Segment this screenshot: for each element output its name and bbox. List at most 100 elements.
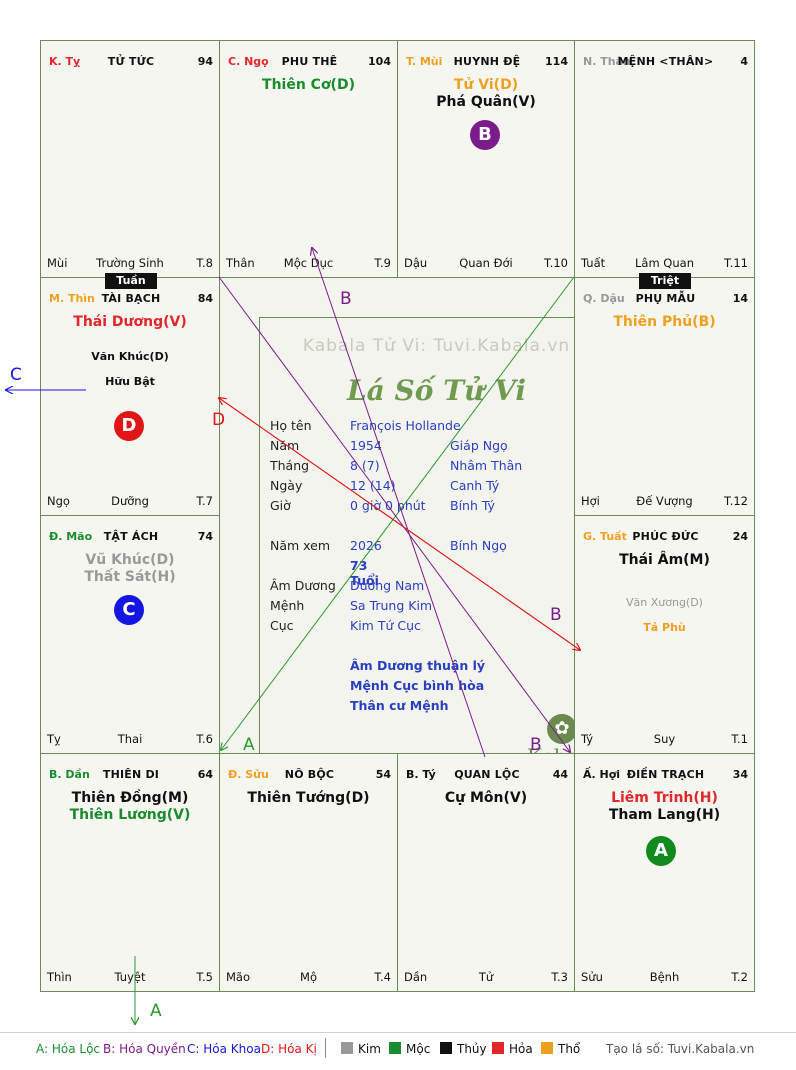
palace-stars: Vũ Khúc(D) Thất Sát(H)	[41, 552, 219, 586]
palace-number: 104	[368, 55, 391, 68]
major-star: Thái Âm(M)	[619, 552, 710, 568]
palace-state: Lâm Quan	[635, 256, 694, 270]
palace-number: 94	[197, 55, 213, 68]
palace-t: T.3	[551, 970, 568, 984]
info-value-2: Nhâm Thân	[450, 458, 523, 473]
palace-t: T.8	[196, 256, 213, 270]
palace-header: Đ. Mão TẬT ÁCH 74	[49, 530, 213, 546]
info-label: Mệnh	[270, 598, 305, 613]
info-label: Họ tên	[270, 418, 312, 433]
palace-dan: B. Dần THIÊN DI 64 Thiên Đồng(M) Thiên Lương…	[40, 753, 220, 992]
palace-footer: Thân Mộc Dục T.9	[226, 256, 391, 271]
badge-hoa-loc: A	[646, 836, 676, 866]
minor-star: Tả Phù	[643, 621, 686, 634]
palace-name: PHU THÊ	[281, 55, 338, 68]
palace-header: Ấ. Hợi ĐIỀN TRẠCH 34	[583, 768, 748, 784]
palace-state: Mộc Dục	[283, 256, 334, 270]
palace-can: G. Tuất	[583, 530, 627, 543]
palace-dau: Q. Dậu PHỤ MẪU 14 Thiên Phủ(B) Hợi Đế Vượng T.…	[574, 277, 755, 516]
palace-can: N. Thân	[583, 55, 631, 68]
palace-header: Đ. Sửu NÔ BỘC 54	[228, 768, 391, 784]
palace-number: 34	[732, 768, 748, 781]
info-label: Năm xem	[270, 538, 331, 553]
palace-footer: Tuất Lâm Quan T.11	[581, 256, 748, 271]
legend-hoa-loc: A: Hóa Lộc	[36, 1042, 101, 1056]
info-label: Giờ	[270, 498, 291, 513]
palace-t: T.4	[374, 970, 391, 984]
info-row-nam-xem: Năm xem 2026 Bính Ngọ	[270, 538, 600, 556]
palace-tuat: G. Tuất PHÚC ĐỨC 24 Thái Âm(M) Văn Xương(D) T…	[574, 515, 755, 754]
palace-t: T.1	[731, 732, 748, 746]
palace-stars: Thiên Đồng(M) Thiên Lương(V)	[41, 790, 219, 824]
palace-header: G. Tuất PHÚC ĐỨC 24	[583, 530, 748, 546]
palace-footer: Sửu Bệnh T.2	[581, 970, 748, 985]
palace-header: C. Ngọ PHU THÊ 104	[228, 55, 391, 71]
palace-number: 44	[552, 768, 568, 781]
palace-stars: Thiên Cơ(D)	[220, 77, 397, 94]
palace-name: PHỤ MẪU	[635, 292, 696, 305]
info-label: Âm Dương	[270, 578, 336, 593]
minor-star: Văn Khúc(D)	[91, 350, 169, 363]
palace-state: Trường Sinh	[96, 256, 164, 270]
info-label: Ngày	[270, 478, 303, 493]
palace-name: TÀI BẠCH	[101, 292, 161, 305]
triet-tag: Triệt	[639, 273, 691, 289]
palace-header: T. Mùi HUYNH ĐỆ 114	[406, 55, 568, 71]
badge-hoa-quyen: B	[470, 120, 500, 150]
palace-branch: Sửu	[581, 970, 603, 984]
palace-header: B. Dần THIÊN DI 64	[49, 768, 213, 784]
legend-separator	[325, 1038, 326, 1058]
palace-branch: Dần	[404, 970, 428, 984]
palace-t: T.2	[731, 970, 748, 984]
palace-can: Ấ. Hợi	[583, 768, 621, 781]
palace-footer: Mùi Trường Sinh T.8	[47, 256, 213, 271]
palace-mao: Đ. Mão TẬT ÁCH 74 Vũ Khúc(D) Thất Sát(H) Tỵ Th…	[40, 515, 220, 754]
palace-branch: Mùi	[47, 256, 68, 270]
palace-state: Quan Đới	[459, 256, 513, 270]
legend-hoa: Hỏa	[492, 1042, 533, 1056]
palace-can: Q. Dậu	[583, 292, 625, 305]
palace-footer: Dậu Quan Đới T.10	[404, 256, 568, 271]
info-row: Năm 1954 Giáp Ngọ	[270, 438, 600, 456]
legend-thuy: Thủy	[440, 1042, 487, 1056]
info-value: Sa Trung Kim	[350, 598, 433, 613]
palace-branch: Thân	[226, 256, 255, 270]
info-row: Họ tên François Hollande	[270, 418, 600, 436]
legend-divider	[0, 1032, 796, 1033]
arrow-label-d: D	[212, 410, 225, 430]
legend-tho: Thổ	[541, 1042, 580, 1056]
arrow-b-purple-2	[218, 276, 570, 752]
palace-stars: Cự Môn(V)	[398, 790, 574, 807]
palace-branch: Tỵ	[47, 732, 61, 746]
palace-can: B. Tý	[406, 768, 436, 781]
palace-state: Tuyệt	[114, 970, 146, 984]
minor-star: Văn Xương(D)	[626, 596, 703, 609]
arrow-d-red	[219, 398, 581, 651]
palace-footer: Thìn Tuyệt T.5	[47, 970, 213, 985]
palace-branch: Hợi	[581, 494, 600, 508]
palace-footer: Mão Mộ T.4	[226, 970, 391, 985]
palace-stars: Thiên Tướng(D)	[220, 790, 397, 807]
palace-mui: T. Mùi HUYNH ĐỆ 114 Tử Vi(D) Phá Quân(V) Dậu Q…	[397, 40, 575, 278]
legend-hoa-ki: D: Hóa Kị	[261, 1042, 317, 1056]
center-info-panel: Kabala Tử Vi: Tuvi.Kabala.vn Lá Số Tử Vi…	[259, 317, 614, 793]
legend-site: Tạo lá số: Tuvi.Kabala.vn	[606, 1042, 755, 1056]
info-value-2: Bính Ngọ	[450, 538, 507, 553]
info-row: Mệnh Sa Trung Kim	[270, 598, 600, 616]
palace-thin: M. Thìn TÀI BẠCH 84 Thái Dương(V) Văn Khúc(D…	[40, 277, 220, 516]
major-star: Thiên Đồng(M)	[71, 790, 189, 806]
palace-header: N. Thân MỆNH <THÂN> 4	[583, 55, 748, 71]
major-star: Thái Dương(V)	[73, 314, 187, 330]
palace-name: PHÚC ĐỨC	[632, 530, 699, 543]
palace-number: 14	[732, 292, 748, 305]
palace-footer: Tý Suy T.1	[581, 732, 748, 747]
palace-name: TẬT ÁCH	[103, 530, 159, 543]
palace-number: 64	[197, 768, 213, 781]
info-value: 2026	[350, 538, 382, 553]
palace-stars: Thái Dương(V) Văn Khúc(D) Hữu Bật	[41, 314, 219, 389]
palace-branch: Tuất	[581, 256, 606, 270]
palace-branch: Tý	[581, 732, 594, 746]
palace-number: 114	[545, 55, 568, 68]
palace-can: B. Dần	[49, 768, 90, 781]
